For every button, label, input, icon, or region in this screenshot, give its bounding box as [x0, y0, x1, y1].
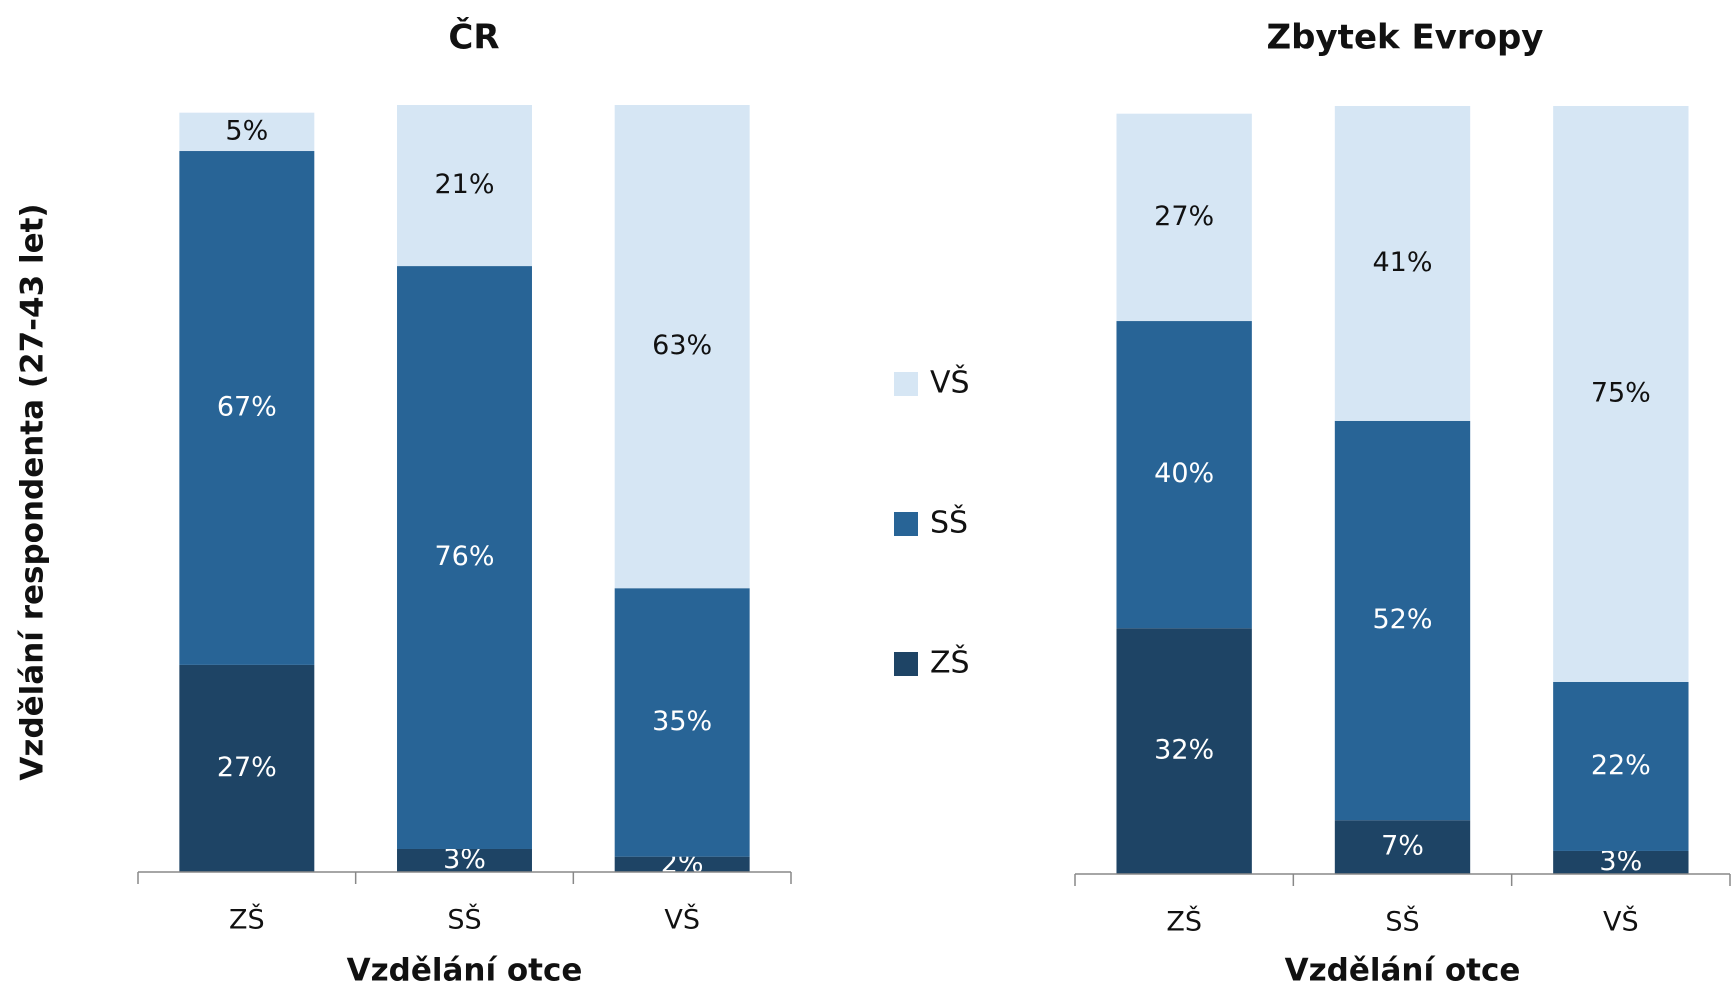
bar-segment [397, 105, 532, 267]
bar-segment [1553, 850, 1689, 874]
chart-panel: Zbytek Evropy 32% 40% 27% ZŠ 7% 52% 41% SŠ 3% 22% 7… [1074, 18, 1731, 989]
bar-segment [179, 151, 315, 665]
data-label: 5% [225, 115, 268, 146]
legend-label: VŠ [930, 364, 970, 401]
data-label: 52% [1372, 604, 1432, 635]
bar-segment [1553, 682, 1689, 851]
data-label: 27% [1154, 201, 1214, 232]
bar-segment [1116, 113, 1252, 322]
chart-title: ČR [448, 17, 499, 58]
x-tick-label: ZŠ [1166, 906, 1202, 938]
legend-label: ZŠ [930, 644, 970, 681]
bar-segment [614, 105, 750, 589]
x-tick-label: VŠ [1603, 906, 1639, 938]
bar-segment [1334, 420, 1471, 821]
legend: ZŠ SŠ VŠ [894, 364, 970, 681]
legend-label: SŠ [930, 504, 968, 541]
x-axis-title: Vzdělání otce [347, 953, 583, 989]
data-label: 3% [443, 844, 486, 875]
x-tick-label: SŠ [447, 904, 481, 936]
data-label: 35% [652, 706, 712, 737]
data-label: 22% [1591, 750, 1651, 781]
legend-swatch [894, 512, 918, 536]
data-label: 27% [217, 752, 277, 783]
data-label: 32% [1154, 735, 1214, 766]
legend-swatch [894, 372, 918, 396]
bar-segment [1334, 106, 1471, 421]
data-label: 75% [1591, 378, 1651, 409]
bar-segment [179, 664, 315, 872]
data-label: 76% [434, 541, 494, 572]
bar-segment [1334, 820, 1471, 874]
bar-segment [614, 856, 750, 872]
x-axis-title: Vzdělání otce [1285, 953, 1521, 989]
bar-segment [1116, 628, 1252, 874]
x-tick-label: SŠ [1385, 906, 1419, 938]
chart-panel: ČR27%67%5%ZŠ3%76%21%SŠ2%35%63%VŠVzdělání… [15, 17, 792, 989]
bar-segment [1553, 106, 1689, 682]
bar-segment [179, 112, 315, 152]
chart-title: Zbytek Evropy [1267, 18, 1544, 58]
y-axis-title: Vzdělání respondenta (27-43 let) [15, 203, 51, 780]
x-tick-label: ZŠ [229, 904, 265, 936]
bar-segment [397, 848, 532, 872]
data-label: 63% [652, 330, 712, 361]
data-label: 7% [1381, 831, 1424, 862]
data-label: 41% [1372, 247, 1432, 278]
legend-swatch [894, 652, 918, 676]
data-label: 21% [434, 169, 494, 200]
bar-segment [1116, 321, 1252, 629]
bar-segment [397, 266, 532, 849]
x-tick-label: VŠ [664, 904, 700, 936]
data-label: 67% [217, 391, 277, 422]
data-label: 40% [1154, 458, 1214, 489]
bar-segment [614, 588, 750, 857]
data-label: 3% [1599, 846, 1642, 877]
